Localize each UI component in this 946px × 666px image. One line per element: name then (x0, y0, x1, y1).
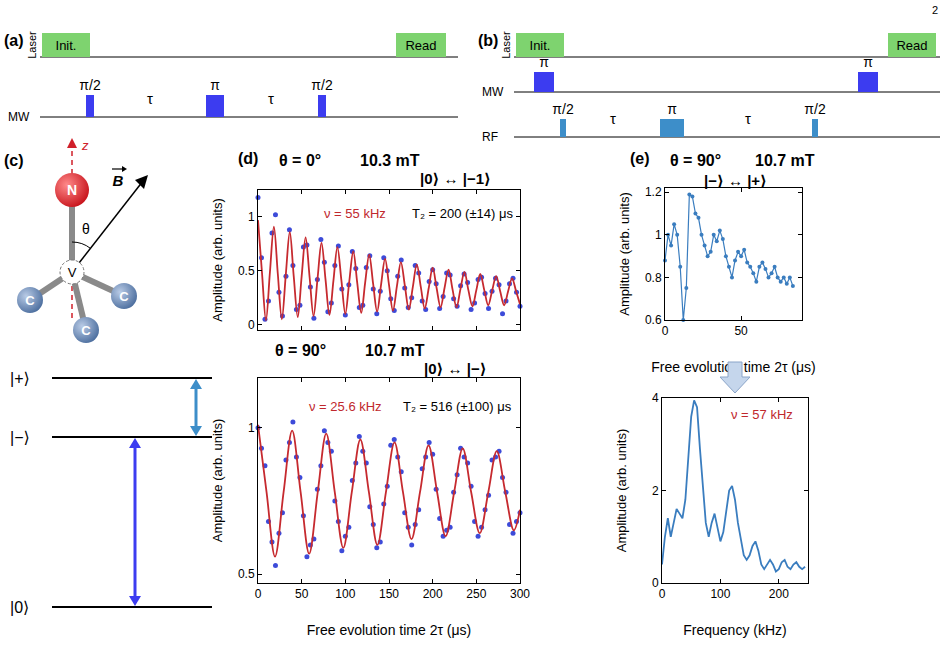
svg-text:(a): (a) (4, 32, 24, 49)
svg-text:100: 100 (710, 587, 730, 601)
svg-text:ν = 25.6 kHz: ν = 25.6 kHz (309, 399, 382, 414)
svg-text:|0⟩ ↔ |−1⟩: |0⟩ ↔ |−1⟩ (420, 170, 491, 187)
svg-text:0.8: 0.8 (645, 271, 662, 285)
svg-text:Read: Read (405, 38, 436, 53)
svg-text:Frequency (kHz): Frequency (kHz) (683, 622, 786, 638)
svg-text:0: 0 (652, 576, 659, 590)
svg-text:|−⟩: |−⟩ (10, 429, 30, 446)
svg-text:4: 4 (652, 391, 659, 405)
svg-text:π/2: π/2 (552, 101, 574, 117)
svg-text:100: 100 (335, 587, 355, 601)
svg-text:π: π (539, 54, 549, 70)
svg-text:0: 0 (255, 587, 262, 601)
svg-text:10.3 mT: 10.3 mT (360, 152, 420, 169)
svg-text:1: 1 (248, 210, 255, 224)
svg-text:τ: τ (610, 110, 616, 127)
svg-text:θ: θ (82, 221, 90, 237)
svg-text:0: 0 (248, 318, 255, 332)
svg-text:Amplitude (arb. units): Amplitude (arb. units) (617, 192, 632, 316)
svg-text:0.5: 0.5 (238, 567, 255, 581)
svg-text:|0⟩: |0⟩ (10, 599, 29, 616)
svg-text:1: 1 (248, 421, 255, 435)
svg-text:0: 0 (659, 587, 666, 601)
svg-text:10.7 mT: 10.7 mT (755, 152, 815, 169)
svg-text:Amplitude (arb. units): Amplitude (arb. units) (210, 198, 225, 322)
svg-text:2: 2 (932, 4, 938, 16)
svg-text:π: π (667, 101, 677, 117)
svg-text:τ: τ (147, 90, 153, 107)
svg-text:Init.: Init. (56, 38, 77, 53)
svg-text:MW: MW (482, 85, 504, 99)
svg-text:C: C (119, 289, 129, 304)
svg-text:z: z (81, 138, 89, 153)
svg-text:B: B (113, 172, 124, 189)
svg-text:(d): (d) (238, 150, 258, 167)
svg-text:RF: RF (482, 130, 498, 144)
svg-text:N: N (67, 182, 77, 198)
svg-text:50: 50 (734, 324, 748, 338)
svg-text:200: 200 (423, 587, 443, 601)
svg-text:Free evolution time 2τ (μs): Free evolution time 2τ (μs) (651, 359, 816, 375)
svg-text:C: C (81, 323, 91, 338)
svg-text:Free evolution time 2τ (μs): Free evolution time 2τ (μs) (307, 622, 472, 638)
svg-text:0: 0 (662, 324, 669, 338)
svg-text:π: π (210, 77, 220, 93)
svg-text:300: 300 (510, 587, 530, 601)
svg-text:π/2: π/2 (79, 77, 101, 93)
svg-text:π: π (863, 54, 873, 70)
svg-text:|+⟩: |+⟩ (10, 370, 30, 387)
svg-text:|0⟩ ↔ |−⟩: |0⟩ ↔ |−⟩ (424, 360, 487, 377)
svg-text:T₂ = 516 (±100) μs: T₂ = 516 (±100) μs (403, 399, 512, 414)
svg-text:π/2: π/2 (311, 77, 333, 93)
svg-text:2: 2 (652, 484, 659, 498)
svg-text:10.7 mT: 10.7 mT (365, 342, 425, 359)
svg-text:200: 200 (769, 587, 789, 601)
svg-text:0.5: 0.5 (238, 264, 255, 278)
svg-text:ν = 55 kHz: ν = 55 kHz (324, 206, 386, 221)
svg-text:(b): (b) (478, 32, 498, 49)
svg-text:T₂ = 200 (±14) μs: T₂ = 200 (±14) μs (412, 206, 513, 221)
svg-text:θ = 90°: θ = 90° (670, 152, 721, 169)
svg-text:C: C (25, 293, 35, 308)
svg-text:Laser: Laser (26, 31, 38, 59)
svg-text:V: V (68, 265, 77, 280)
svg-text:150: 150 (379, 587, 399, 601)
svg-text:π/2: π/2 (804, 101, 826, 117)
svg-text:ν = 57 kHz: ν = 57 kHz (731, 407, 793, 422)
svg-text:1: 1 (655, 228, 662, 242)
svg-text:MW: MW (8, 110, 30, 124)
svg-text:Read: Read (896, 38, 927, 53)
svg-text:|−⟩ ↔ |+⟩: |−⟩ ↔ |+⟩ (704, 172, 767, 189)
svg-text:1.2: 1.2 (645, 185, 662, 199)
svg-text:50: 50 (295, 587, 309, 601)
svg-text:(e): (e) (630, 150, 650, 167)
svg-text:0.6: 0.6 (645, 313, 662, 327)
svg-text:Laser: Laser (500, 31, 512, 59)
svg-text:Amplitude (arb. units): Amplitude (arb. units) (210, 419, 225, 543)
svg-text:250: 250 (466, 587, 486, 601)
svg-text:Init.: Init. (530, 38, 551, 53)
svg-text:τ: τ (268, 90, 274, 107)
svg-text:θ = 0°: θ = 0° (279, 152, 321, 169)
svg-text:Amplitude (arb. units): Amplitude (arb. units) (614, 429, 629, 553)
svg-text:θ = 90°: θ = 90° (275, 342, 326, 359)
svg-text:(c): (c) (4, 152, 24, 169)
svg-text:τ: τ (745, 110, 751, 127)
